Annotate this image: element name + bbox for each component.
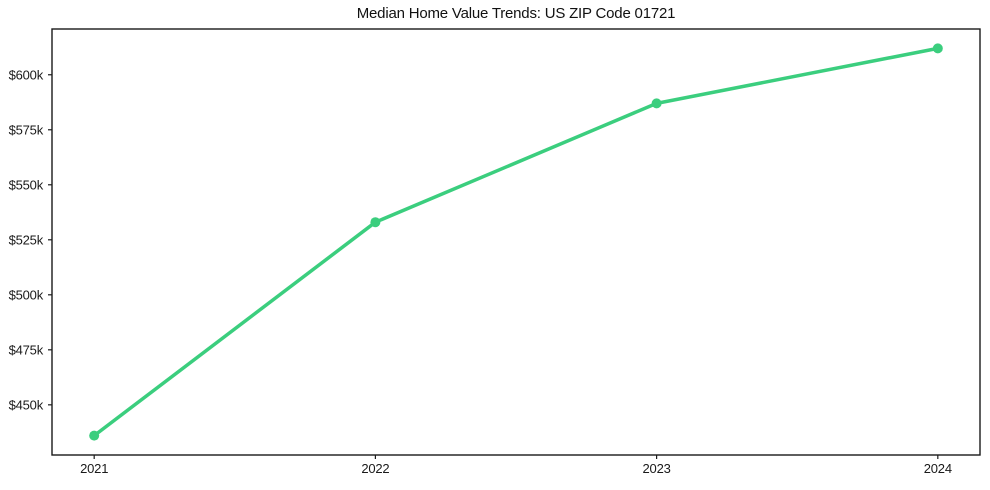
data-point-marker [370, 217, 381, 228]
plot-border [51, 28, 981, 456]
x-tick-label: 2023 [643, 461, 671, 476]
y-tick-label: $475k [9, 342, 44, 357]
y-tick-label: $600k [9, 67, 44, 82]
data-point-marker [932, 43, 943, 54]
chart-title: Median Home Value Trends: US ZIP Code 01… [356, 5, 676, 22]
y-tick-label: $500k [9, 287, 44, 302]
x-tick-label: 2021 [80, 461, 108, 476]
y-tick-label: $550k [9, 177, 44, 192]
y-tick-label: $575k [9, 122, 44, 137]
y-tick-label: $525k [9, 232, 44, 247]
data-point-marker [651, 98, 662, 109]
data-point-marker [89, 430, 100, 441]
x-tick-label: 2022 [361, 461, 389, 476]
trend-line [92, 46, 940, 438]
y-tick-label: $450k [9, 397, 44, 412]
x-tick-label: 2024 [924, 461, 952, 476]
